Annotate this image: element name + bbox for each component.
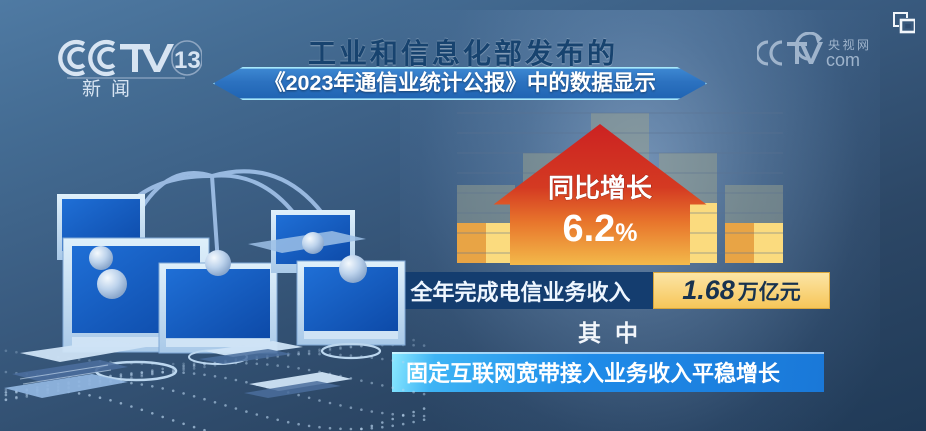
svg-text:同比增长: 同比增长 [548, 173, 653, 203]
